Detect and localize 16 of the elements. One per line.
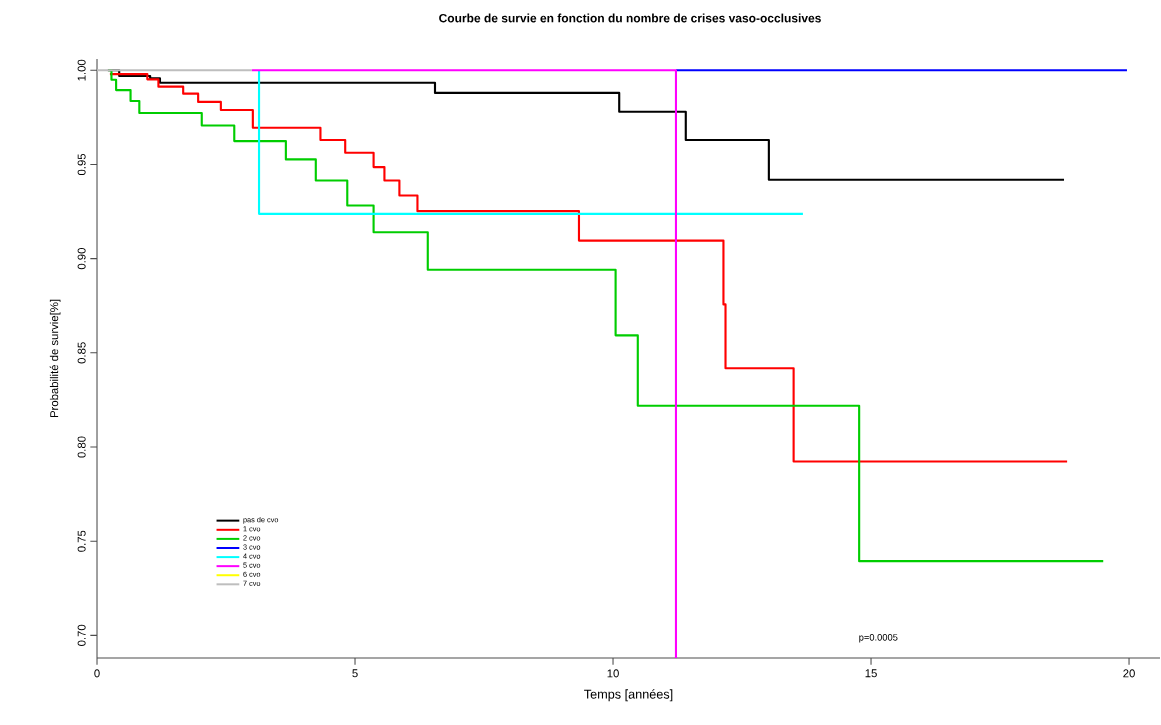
x-tick-label: 5 <box>352 669 358 678</box>
x-tick-label: 10 <box>607 669 619 678</box>
y-tick-label: 0.90 <box>77 248 86 270</box>
y-tick-label: 0.80 <box>77 436 86 458</box>
y-axis-title: Probabilité de survie[%] <box>49 299 61 418</box>
x-tick-label: 0 <box>94 669 100 678</box>
x-tick-label: 15 <box>865 669 877 678</box>
y-tick-label: 0.85 <box>77 342 86 364</box>
y-tick-label: 0.75 <box>77 530 86 552</box>
annotation: p=0.0005 <box>859 634 898 643</box>
x-axis-title: Temps [années] <box>584 689 673 702</box>
y-tick-label: 1.00 <box>77 59 86 81</box>
chart-title: Courbe de survie en fonction du nombre de crises vaso-occlusives <box>439 13 821 23</box>
y-tick-label: 0.70 <box>77 624 86 646</box>
x-tick-label: 20 <box>1123 669 1135 678</box>
y-tick-label: 0.95 <box>77 153 86 176</box>
